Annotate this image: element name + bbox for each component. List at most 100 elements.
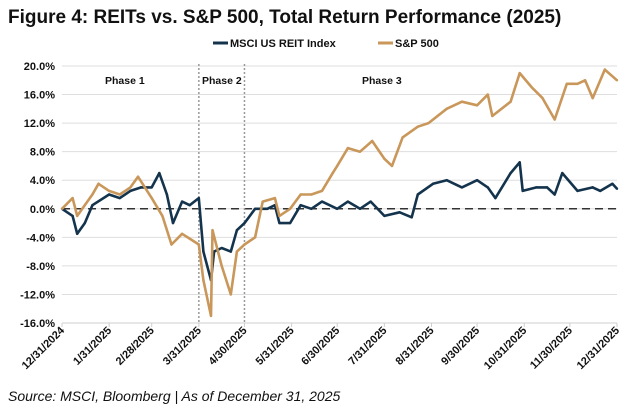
- data-point: [583, 79, 587, 82]
- y-tick-label: -12.0%: [20, 289, 55, 301]
- x-tick-label: 7/31/2025: [346, 325, 389, 368]
- data-point: [615, 187, 619, 190]
- data-point: [310, 207, 313, 210]
- legend-label-sp500: S&P 500: [395, 38, 439, 50]
- x-tick-label: 6/30/2025: [299, 325, 342, 368]
- data-point: [369, 200, 372, 203]
- y-tick-label: 8.0%: [30, 147, 55, 159]
- x-tick-label: 2/28/2025: [114, 325, 157, 368]
- x-tick-label: 4/30/2025: [206, 325, 249, 368]
- data-point: [91, 204, 94, 207]
- data-point: [71, 214, 74, 218]
- source-note: Source: MSCI, Bloomberg | As of December…: [8, 388, 340, 404]
- data-point: [220, 264, 223, 268]
- data-point: [541, 96, 544, 100]
- data-point: [136, 175, 140, 178]
- data-point: [591, 186, 594, 189]
- y-tick-label: -16.0%: [20, 318, 55, 330]
- data-point: [118, 196, 121, 200]
- data-point: [235, 228, 239, 232]
- x-tick-label: 12/31/2024: [20, 324, 68, 372]
- data-point: [220, 246, 223, 250]
- data-point: [150, 186, 153, 189]
- x-tick-label: 10/31/2025: [482, 325, 529, 372]
- data-point: [431, 182, 435, 185]
- data-point: [530, 86, 534, 89]
- phase-2-label: Phase 2: [202, 75, 242, 87]
- series-line: [61, 68, 618, 318]
- phase-1-label: Phase 1: [105, 75, 145, 87]
- y-tick-label: 16.0%: [24, 90, 55, 102]
- data-point: [401, 136, 404, 139]
- legend-label-reit: MSCI US REIT Index: [230, 38, 337, 50]
- y-tick-label: 0.0%: [30, 204, 55, 216]
- data-point: [197, 243, 201, 246]
- y-tick-label: 20.0%: [24, 61, 55, 73]
- data-point: [243, 221, 246, 225]
- data-point: [358, 150, 362, 153]
- data-point: [170, 243, 173, 246]
- data-point: [243, 243, 246, 246]
- data-point: [299, 204, 302, 207]
- data-point: [383, 214, 386, 218]
- data-point: [266, 207, 269, 210]
- data-point: [83, 221, 87, 225]
- data-point: [615, 79, 619, 82]
- data-point: [358, 207, 362, 210]
- data-point: [553, 193, 556, 196]
- x-tick-label: 8/31/2025: [394, 325, 437, 368]
- phase-3-label: Phase 3: [362, 75, 402, 87]
- data-point: [273, 196, 277, 200]
- x-axis: 12/31/2024 1/31/2025 2/28/2025 3/31/2025 4/3…: [20, 322, 622, 372]
- data-point: [475, 179, 479, 182]
- data-point: [383, 157, 386, 161]
- data-point: [129, 186, 132, 189]
- data-point: [320, 200, 324, 203]
- data-point: [253, 236, 257, 239]
- x-tick-label: 9/30/2025: [439, 325, 482, 368]
- data-point: [346, 200, 350, 203]
- data-point: [535, 186, 538, 189]
- data-point: [235, 250, 239, 253]
- gridlines: [62, 65, 617, 295]
- data-point: [576, 189, 579, 193]
- data-point: [209, 314, 213, 318]
- data-point: [494, 196, 497, 200]
- data-point: [336, 207, 339, 210]
- data-point: [390, 164, 394, 168]
- data-point: [278, 214, 281, 218]
- data-point: [460, 186, 464, 189]
- data-point: [288, 221, 292, 225]
- y-tick-label: 4.0%: [30, 175, 55, 187]
- x-tick-label: 5/31/2025: [254, 325, 297, 368]
- data-point: [416, 125, 420, 128]
- phase-markers: Phase 1 Phase 2 Phase 3: [105, 64, 402, 323]
- data-point: [310, 193, 313, 196]
- data-point: [212, 250, 216, 253]
- data-point: [107, 193, 111, 196]
- series-sp500: [60, 68, 619, 318]
- x-tick-label: 1/31/2025: [71, 325, 114, 368]
- data-point: [202, 278, 205, 282]
- y-tick-label: -4.0%: [26, 232, 55, 244]
- data-point: [521, 189, 524, 193]
- data-point: [331, 171, 334, 175]
- data-point: [336, 164, 339, 168]
- data-point: [76, 232, 79, 235]
- data-point: [129, 189, 132, 193]
- chart-title: Figure 4: REITs vs. S&P 500, Total Retur…: [8, 7, 561, 28]
- data-point: [561, 171, 564, 175]
- data-point: [139, 186, 143, 189]
- data-point: [509, 171, 512, 175]
- data-point: [261, 200, 264, 203]
- data-point: [320, 189, 324, 193]
- data-point: [60, 207, 64, 210]
- data-point: [202, 250, 205, 253]
- data-point: [486, 186, 489, 189]
- data-point: [197, 196, 201, 200]
- data-point: [427, 121, 430, 125]
- data-point: [107, 189, 111, 193]
- data-point: [518, 71, 521, 75]
- data-point: [188, 204, 191, 207]
